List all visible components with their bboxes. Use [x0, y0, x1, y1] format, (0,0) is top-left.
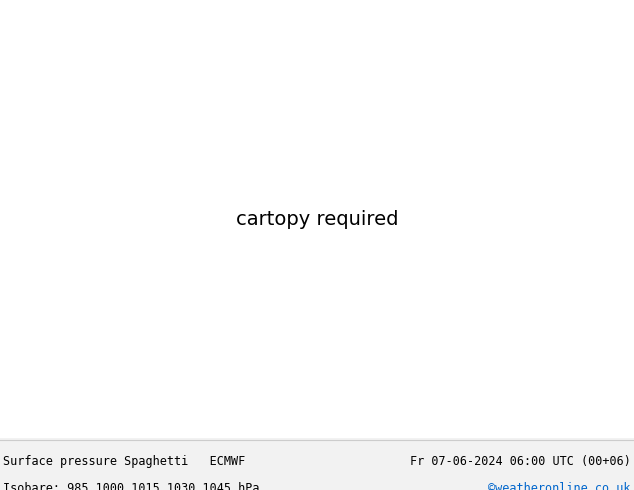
Text: Fr 07-06-2024 06:00 UTC (00+06): Fr 07-06-2024 06:00 UTC (00+06): [410, 455, 631, 467]
Text: Surface pressure Spaghetti   ECMWF: Surface pressure Spaghetti ECMWF: [3, 455, 245, 467]
Text: ©weatheronline.co.uk: ©weatheronline.co.uk: [488, 482, 631, 490]
Text: cartopy required: cartopy required: [236, 210, 398, 228]
Text: Isobare: 985 1000 1015 1030 1045 hPa: Isobare: 985 1000 1015 1030 1045 hPa: [3, 482, 260, 490]
